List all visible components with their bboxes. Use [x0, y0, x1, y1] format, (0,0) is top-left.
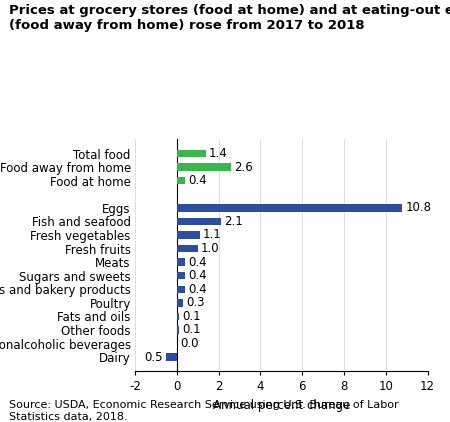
Bar	[166, 353, 177, 361]
Bar	[177, 258, 185, 266]
Text: 0.4: 0.4	[188, 283, 207, 296]
Bar	[177, 299, 183, 306]
Text: Prices at grocery stores (food at home) and at eating-out establishments: Prices at grocery stores (food at home) …	[9, 4, 450, 17]
X-axis label: Annual percent change: Annual percent change	[212, 399, 350, 412]
Bar	[177, 150, 206, 157]
Text: 1.1: 1.1	[203, 228, 222, 241]
Text: 0.1: 0.1	[182, 310, 201, 323]
Text: 0.0: 0.0	[180, 337, 198, 350]
Text: (food away from home) rose from 2017 to 2018: (food away from home) rose from 2017 to …	[9, 19, 364, 32]
Text: 0.4: 0.4	[188, 174, 207, 187]
Bar	[177, 272, 185, 279]
Bar	[177, 245, 198, 252]
Text: Source: USDA, Economic Research Service using U.S. Bureau of Labor
Statistics da: Source: USDA, Economic Research Service …	[9, 400, 399, 422]
Text: 0.5: 0.5	[145, 351, 163, 364]
Bar	[177, 313, 179, 320]
Text: 2.6: 2.6	[234, 161, 253, 173]
Bar	[177, 326, 179, 334]
Bar	[177, 218, 220, 225]
Bar	[177, 286, 185, 293]
Text: 1.0: 1.0	[201, 242, 220, 255]
Text: 0.1: 0.1	[182, 323, 201, 336]
Text: 1.4: 1.4	[209, 147, 228, 160]
Text: 0.3: 0.3	[186, 296, 205, 309]
Text: 2.1: 2.1	[224, 215, 243, 228]
Bar	[177, 231, 200, 239]
Bar	[177, 163, 231, 171]
Bar	[177, 177, 185, 184]
Bar	[177, 204, 402, 211]
Text: 0.4: 0.4	[188, 269, 207, 282]
Text: 0.4: 0.4	[188, 256, 207, 268]
Text: 10.8: 10.8	[405, 201, 432, 214]
